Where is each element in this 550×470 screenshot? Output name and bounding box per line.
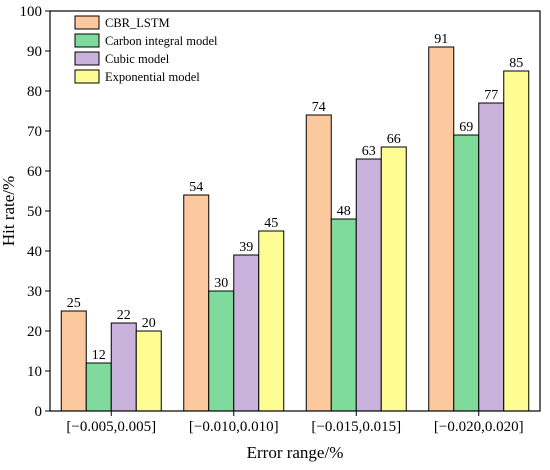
data-label-cbr-lstm-3: 74 — [312, 100, 326, 115]
x-tick-label-2: [−0.010,0.010] — [189, 419, 279, 435]
data-label-carbon-integral-model-1: 12 — [92, 348, 106, 363]
bar-cbr-lstm-2 — [183, 194, 210, 412]
bar-cubic-model-3 — [355, 158, 382, 412]
bar-carbon-integral-model-1 — [85, 362, 112, 412]
data-label-cubic-model-2: 39 — [239, 240, 253, 255]
y-tick-label-90: 90 — [27, 44, 42, 60]
data-label-cubic-model-3: 63 — [362, 144, 376, 159]
data-label-carbon-integral-model-2: 30 — [214, 276, 228, 291]
bar-carbon-integral-model-3 — [330, 218, 357, 412]
y-tick-label-80: 80 — [27, 84, 42, 100]
legend-swatch-exponential-model — [74, 69, 100, 84]
legend-label-exponential-model: Exponential model — [105, 70, 200, 84]
x-axis: [−0.005,0.005] [−0.010,0.010] [−0.015,0.01… — [66, 411, 524, 435]
y-tick-label-50: 50 — [27, 204, 42, 220]
y-tick-label-0: 0 — [35, 404, 43, 420]
bar-exponential-model-4 — [503, 70, 530, 412]
data-label-exponential-model-3: 66 — [387, 132, 401, 147]
x-tick-label-1: [−0.005,0.005] — [66, 419, 156, 435]
data-label-exponential-model-2: 45 — [264, 216, 278, 231]
bar-cbr-lstm-4 — [428, 46, 455, 412]
y-tick-label-10: 10 — [27, 364, 42, 380]
data-label-cbr-lstm-2: 54 — [189, 180, 203, 195]
bars-group — [60, 46, 530, 412]
bar-carbon-integral-model-2 — [208, 290, 235, 412]
data-label-exponential-model-1: 20 — [142, 316, 156, 331]
data-label-cubic-model-4: 77 — [484, 88, 498, 103]
bar-carbon-integral-model-4 — [453, 134, 480, 412]
legend-swatch-cbr-lstm — [74, 15, 100, 30]
bar-cubic-model-4 — [478, 102, 505, 412]
y-tick-label-20: 20 — [27, 324, 42, 340]
x-axis-title: Error range/% — [247, 443, 344, 462]
bar-exponential-model-3 — [380, 146, 407, 412]
legend: CBR_LSTM Carbon integral model Cubic model… — [74, 15, 218, 84]
data-labels-group: 25 12 22 20 54 30 39 45 74 48 63 66 91 69 77 85 — [67, 32, 524, 363]
data-label-cbr-lstm-1: 25 — [67, 296, 81, 311]
bar-exponential-model-2 — [258, 230, 285, 412]
y-tick-label-60: 60 — [27, 164, 42, 180]
bar-exponential-model-1 — [135, 330, 162, 412]
y-axis-title: Hit rate/% — [0, 176, 18, 246]
x-tick-label-4: [−0.020,0.020] — [434, 419, 524, 435]
legend-label-carbon-integral-model: Carbon integral model — [105, 34, 218, 48]
data-label-carbon-integral-model-3: 48 — [337, 204, 351, 219]
data-label-cubic-model-1: 22 — [117, 308, 131, 323]
data-label-cbr-lstm-4: 91 — [434, 32, 448, 47]
legend-swatch-carbon-integral-model — [74, 33, 100, 48]
data-label-exponential-model-4: 85 — [509, 56, 523, 71]
y-tick-label-40: 40 — [27, 244, 42, 260]
y-tick-label-30: 30 — [27, 284, 42, 300]
bar-cubic-model-1 — [110, 322, 137, 412]
legend-label-cbr-lstm: CBR_LSTM — [105, 16, 170, 30]
data-label-carbon-integral-model-4: 69 — [459, 120, 473, 135]
bar-cbr-lstm-3 — [305, 114, 332, 412]
bar-cbr-lstm-1 — [60, 310, 87, 412]
x-tick-label-3: [−0.015,0.015] — [311, 419, 401, 435]
y-axis: 0 10 20 30 40 50 60 70 80 90 100 — [20, 4, 50, 420]
legend-swatch-cubic-model — [74, 51, 100, 66]
y-tick-label-100: 100 — [20, 4, 43, 20]
legend-label-cubic-model: Cubic model — [105, 52, 170, 66]
y-tick-label-70: 70 — [27, 124, 42, 140]
bar-cubic-model-2 — [233, 254, 260, 412]
